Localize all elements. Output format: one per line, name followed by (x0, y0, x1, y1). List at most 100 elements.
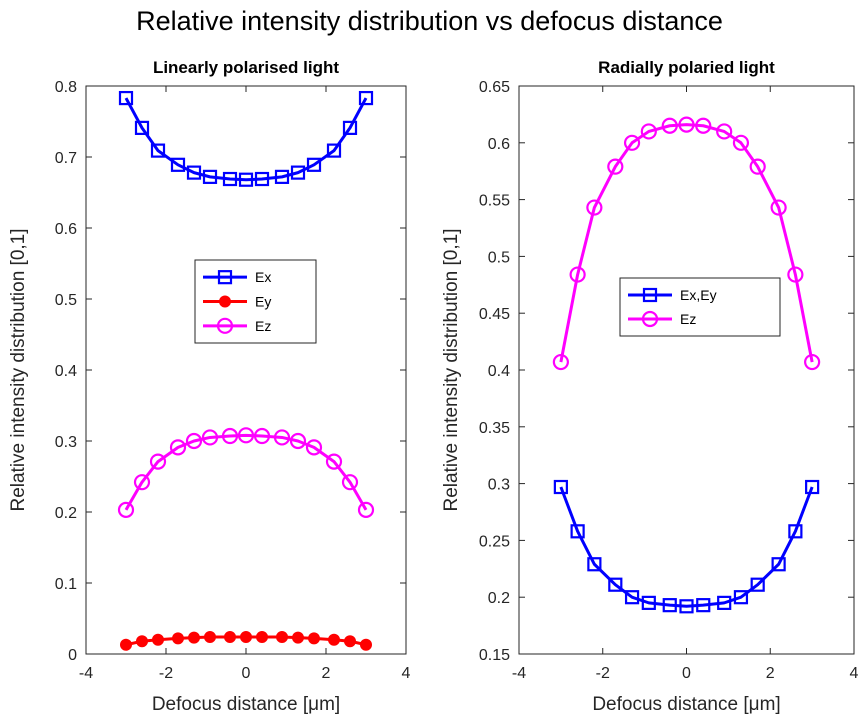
data-point (308, 632, 320, 645)
y-tick-label: 0.4 (55, 363, 77, 380)
y-tick-label: 0.1 (55, 576, 77, 593)
data-point (172, 632, 184, 645)
data-point (136, 635, 148, 648)
series-ex-ey (553, 479, 820, 614)
data-point (305, 439, 323, 456)
data-point (750, 577, 765, 592)
legend-label: Ex,Ey (680, 287, 717, 303)
data-point (344, 635, 356, 648)
data-point (169, 439, 187, 456)
series-ey (120, 630, 372, 651)
chart-title: Radially polaried light (598, 58, 775, 77)
data-point (120, 638, 132, 651)
series-ez (552, 116, 821, 371)
x-tick-label: -2 (596, 665, 610, 682)
data-point (552, 353, 569, 371)
y-tick-label: 0.35 (479, 420, 510, 437)
y-tick-label: 0.15 (479, 647, 510, 664)
data-point (570, 524, 585, 539)
legend-label: Ex (255, 269, 271, 285)
data-point (607, 158, 624, 175)
y-tick-label: 0.6 (488, 136, 510, 153)
chart-title: Linearly polarised light (153, 58, 339, 77)
y-tick-label: 0.25 (479, 533, 510, 550)
series-line (559, 123, 814, 363)
data-point (204, 630, 216, 643)
data-point (805, 479, 820, 495)
data-point (117, 501, 135, 518)
y-tick-label: 0.3 (55, 434, 77, 451)
x-tick-label: -4 (79, 665, 93, 682)
y-tick-label: 0.55 (479, 193, 510, 210)
data-point (732, 134, 750, 151)
data-point (188, 631, 200, 644)
x-tick-label: -4 (512, 665, 526, 682)
y-axis-label: Relative intensity distribution [0,1] (441, 228, 462, 511)
chart-panel-linear: -4 -2 0 2 4 0 0.1 0.2 0.3 0.4 0.5 0.6 0.7 0.8 Linearly… (8, 58, 411, 715)
y-tick-label: 0.5 (55, 292, 77, 309)
y-tick-label: 0 (68, 647, 77, 664)
legend-marker (217, 270, 233, 285)
data-point (170, 157, 186, 172)
data-point (733, 590, 749, 605)
x-tick-label: 4 (850, 665, 859, 682)
data-point (661, 117, 678, 134)
y-tick-label: 0.45 (479, 306, 510, 323)
data-point (118, 90, 134, 106)
y-tick-label: 0.6 (55, 221, 77, 238)
data-point (133, 474, 151, 491)
data-point (357, 501, 375, 518)
data-point (679, 599, 694, 614)
data-point (749, 158, 766, 175)
legend-label: Ey (255, 294, 271, 310)
data-point (222, 171, 238, 187)
data-point (201, 429, 219, 446)
series-ex (118, 90, 374, 187)
series-line (124, 433, 368, 511)
plot-area (85, 85, 407, 655)
data-point (717, 595, 732, 610)
data-point (641, 595, 656, 610)
legend-label: Ez (255, 318, 271, 334)
data-point (788, 524, 803, 539)
data-point (360, 638, 372, 651)
data-point (134, 120, 150, 135)
data-point (150, 143, 166, 158)
y-tick-label: 0.7 (55, 150, 77, 167)
x-tick-label: 0 (242, 665, 251, 682)
x-tick-label: 0 (682, 665, 691, 682)
legend: Ex Ey Ez (194, 259, 317, 344)
legend: Ex,Ey Ez (619, 277, 781, 337)
y-tick-label: 0.2 (488, 590, 510, 607)
data-point (202, 169, 218, 184)
data-point (587, 557, 602, 572)
x-axis-label: Defocus distance [μm] (592, 694, 780, 715)
legend-marker (642, 287, 658, 303)
chart-panel-radial: -4 -2 0 2 4 0.15 0.2 0.25 0.3 0.35 0.4 0.45 0.5 0.55 0… (441, 58, 859, 715)
data-point (289, 432, 307, 450)
data-point (662, 598, 677, 613)
x-axis-label: Defocus distance [μm] (152, 694, 340, 715)
y-tick-label: 0.65 (479, 79, 510, 96)
y-tick-label: 0.8 (55, 79, 77, 96)
data-point (326, 143, 342, 158)
data-point (787, 266, 804, 283)
legend-label: Ez (680, 311, 696, 327)
data-point (290, 165, 306, 180)
legend-marker (219, 295, 231, 308)
data-point (770, 199, 787, 216)
data-point (569, 266, 586, 283)
y-tick-label: 0.2 (55, 505, 77, 522)
x-tick-label: 2 (322, 665, 331, 682)
y-axis-label: Relative intensity distribution [0,1] (8, 228, 29, 511)
series-ez (117, 427, 375, 518)
data-point (276, 630, 288, 643)
data-point (240, 630, 252, 643)
x-tick-label: 2 (766, 665, 775, 682)
data-point (586, 199, 603, 216)
data-point (325, 453, 343, 470)
data-point (358, 90, 374, 106)
data-point (640, 123, 657, 140)
data-point (237, 427, 255, 444)
